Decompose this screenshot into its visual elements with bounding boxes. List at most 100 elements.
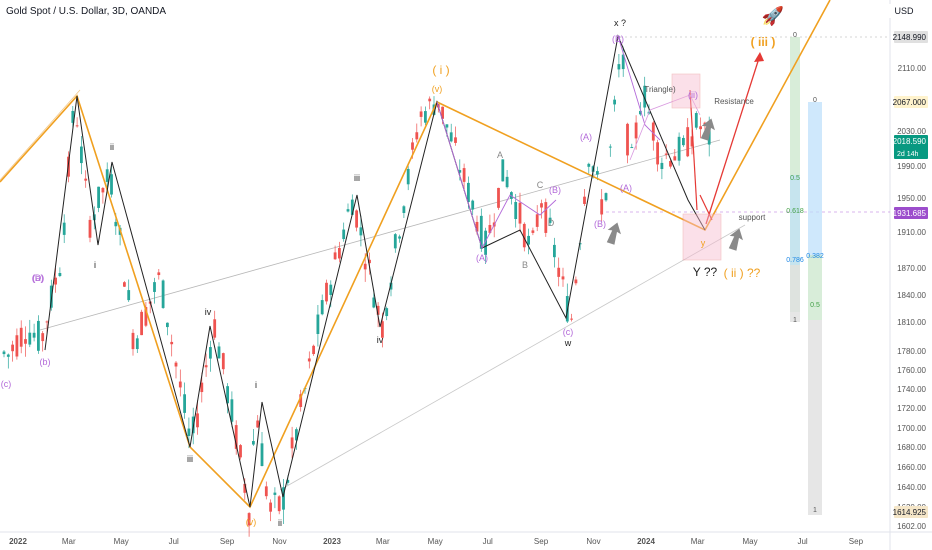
candle-body (518, 202, 522, 224)
candle-body (204, 365, 208, 368)
candle-body (127, 290, 131, 301)
grey-trend-line (39, 139, 721, 331)
candle-body (295, 429, 298, 441)
candle-body (41, 333, 45, 342)
candle-body (531, 230, 535, 233)
candle-body (62, 222, 66, 235)
wave-label: ( iii ) (751, 35, 776, 49)
wave-label: iii (187, 454, 193, 464)
wave-label: (D) (32, 273, 45, 283)
wave-label: ( i ) (432, 63, 449, 77)
fib-col-green-1 (790, 37, 800, 312)
wave-label: i (255, 380, 257, 390)
wave-label: i (94, 260, 96, 270)
candle-body (626, 123, 629, 156)
fib-ratio-label: 1 (813, 507, 817, 514)
x-tick-label: May (428, 537, 443, 546)
candle-body (209, 347, 212, 359)
candle-body (467, 182, 470, 203)
chart-title: Gold Spot / U.S. Dollar, 3D, OANDA (6, 6, 167, 17)
wave-label: support (739, 213, 766, 222)
wave-label: (c) (563, 327, 574, 337)
candle-body (462, 168, 466, 182)
candle-body (28, 332, 32, 345)
wave-label: A (497, 150, 503, 160)
x-tick-label: Jul (797, 537, 807, 546)
wave-label: (B) (612, 34, 624, 44)
candle-body (320, 300, 324, 315)
y-tick-label: 1760.00 (897, 366, 926, 375)
candle-body (501, 159, 505, 182)
candle-body (484, 230, 487, 255)
candle-body (596, 171, 599, 175)
wave-label: iii (354, 173, 360, 183)
candle-body (398, 236, 401, 239)
x-tick-label: May (743, 537, 758, 546)
candle-body (183, 394, 186, 413)
candle-body (639, 110, 642, 115)
candle-body (239, 445, 242, 458)
candle-body (140, 311, 143, 336)
x-tick-label: May (114, 537, 129, 546)
candle-body (604, 193, 608, 201)
fib-ratio-label: 1 (793, 317, 797, 324)
candle-body (514, 201, 518, 220)
candle-body (75, 125, 79, 127)
candle-body (359, 227, 363, 236)
candle-body (6, 354, 10, 357)
candle-body (699, 126, 702, 130)
candle-body (454, 137, 457, 143)
candle-body (80, 146, 83, 164)
x-tick-label: Sep (849, 537, 864, 546)
wave-label: y (701, 238, 706, 248)
fib-ratio-label: 0.5 (810, 302, 820, 309)
wave-label: ( ii ) ?? (724, 266, 761, 280)
candle-body (45, 321, 49, 323)
candle-body (574, 279, 578, 284)
x-tick-label: Jul (483, 537, 493, 546)
red-arrow-down (699, 194, 713, 221)
candle-body (277, 496, 281, 512)
x-tick-label: Jul (169, 537, 179, 546)
candle-body (385, 308, 389, 317)
wave-label: (c) (1, 379, 12, 389)
candle-body (389, 282, 393, 290)
price-tag-bg (894, 506, 928, 518)
wave-label: ii (278, 518, 282, 528)
wave-label: (a) (33, 273, 44, 283)
price-tag-label: 2148.990 (893, 33, 927, 42)
candle-body (471, 200, 475, 210)
x-tick-label: Mar (62, 537, 76, 546)
candle-body (363, 263, 367, 270)
candle-body (381, 321, 384, 338)
candle-body (634, 122, 638, 139)
candle-body (282, 487, 285, 510)
y-tick-label: 2110.00 (898, 64, 927, 73)
purple-wave-line (436, 101, 557, 250)
candle-body (673, 156, 677, 161)
price-tag-label: 1931.685 (893, 209, 927, 218)
candle-body (445, 124, 449, 128)
candle-body (475, 221, 479, 232)
wave-label: x ? (614, 18, 626, 28)
fib-col-blue-2 (808, 102, 822, 257)
candle-body (166, 322, 169, 328)
candle-body (161, 280, 165, 308)
candle-body (15, 335, 19, 357)
candle-body (402, 206, 406, 213)
candle-body (664, 153, 668, 155)
candle-body (307, 358, 311, 362)
candle-body (372, 297, 376, 308)
fib-ratio-label: 0.382 (806, 253, 824, 260)
target-box-top (671, 73, 701, 109)
purple-wave-line-2 (617, 35, 661, 141)
y-tick-label: 1700.00 (897, 424, 926, 433)
candle-body (19, 327, 23, 347)
candle-body (187, 428, 191, 436)
currency-button[interactable]: USD (882, 4, 926, 18)
candle-body (131, 332, 135, 350)
wave-label: (ii) (688, 90, 698, 100)
candle-body (200, 382, 204, 393)
candle-body (290, 437, 294, 449)
